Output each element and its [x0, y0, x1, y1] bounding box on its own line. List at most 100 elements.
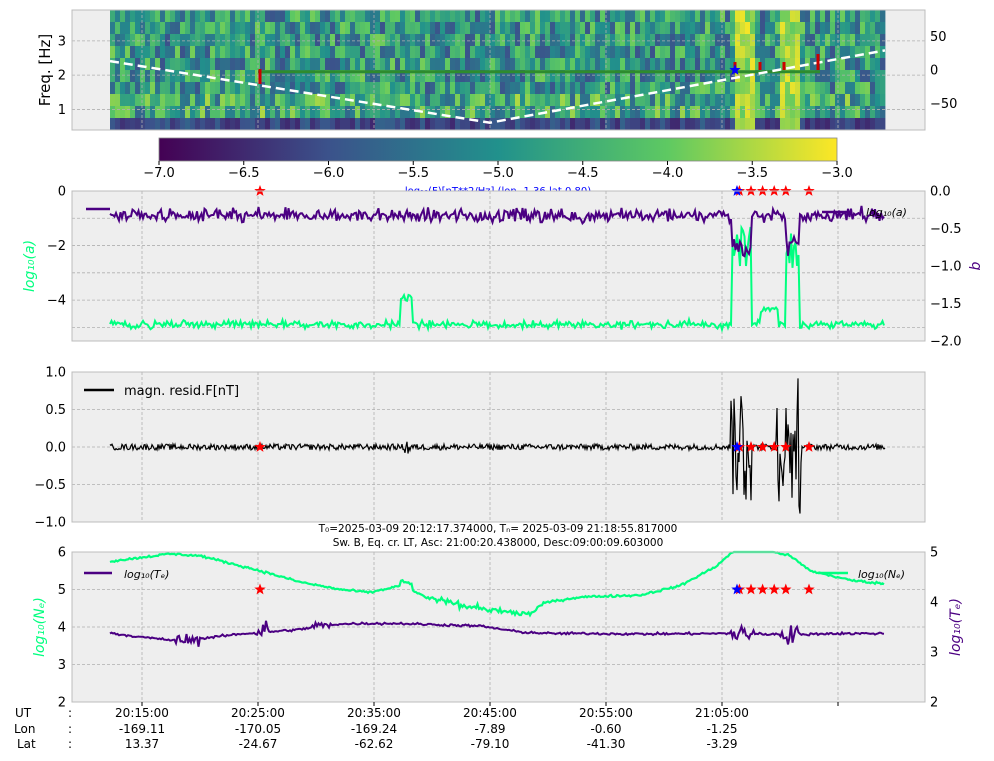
spectrogram-cell	[315, 70, 321, 82]
spectrogram-cell	[845, 118, 851, 130]
spectrogram-cell	[550, 46, 556, 58]
spectrogram-cell	[145, 58, 151, 70]
spectrogram-cell	[680, 94, 686, 106]
spectrogram-cell	[370, 58, 376, 70]
spectrogram-cell	[420, 82, 426, 94]
spectrogram-cell	[570, 70, 576, 82]
spectrogram-cell	[155, 106, 161, 118]
event-star	[756, 583, 769, 595]
spectrogram-cell	[445, 70, 451, 82]
spectrogram-cell	[505, 82, 511, 94]
spectrogram-cell	[355, 58, 361, 70]
spectrogram-cell	[820, 10, 826, 22]
spectrogram-cell	[325, 106, 331, 118]
spectrogram-cell	[435, 106, 441, 118]
spectrogram-cell	[115, 82, 121, 94]
spectrogram-cell	[185, 58, 191, 70]
spectrogram-cell	[215, 82, 221, 94]
spectrogram-cell	[510, 106, 516, 118]
spectrogram-cell	[270, 46, 276, 58]
colorbar-tick-label: −3.0	[821, 166, 853, 181]
spectrogram-cell	[555, 82, 561, 94]
spectrogram-cell	[275, 10, 281, 22]
spectrogram-cell	[515, 22, 521, 34]
parameter-right-ticks: 0.0−0.5−1.0−1.5−2.0	[930, 185, 962, 350]
spectrogram-cell	[720, 106, 726, 118]
spectrogram-cell	[185, 34, 191, 46]
spectrogram-cell	[830, 106, 836, 118]
spectrogram-cell	[730, 94, 736, 106]
spectrogram-cell	[515, 118, 521, 130]
spectrogram-cell	[115, 10, 121, 22]
spectrogram-cell	[635, 58, 641, 70]
spectrogram-cell	[380, 34, 386, 46]
spectrogram-cell	[295, 82, 301, 94]
event-star	[768, 441, 780, 452]
spectrogram-cell	[790, 46, 796, 58]
spectrogram-cell	[700, 82, 706, 94]
spectrogram-cell	[130, 94, 136, 106]
spectrogram-cell	[185, 82, 191, 94]
spectrogram-cell	[420, 46, 426, 58]
spectrogram-cell	[360, 94, 366, 106]
spectrogram-cell	[440, 70, 446, 82]
spectrogram-cell	[795, 118, 801, 130]
spectrogram-cell	[200, 82, 206, 94]
spectrogram-cell	[745, 34, 751, 46]
spectrogram-cell	[720, 70, 726, 82]
spectrogram-cell	[305, 22, 311, 34]
spectrogram-cell	[490, 22, 496, 34]
spectrogram-cell	[185, 46, 191, 58]
spectrogram-cell	[810, 70, 816, 82]
spectrogram-cell	[445, 10, 451, 22]
spectrogram-cell	[710, 22, 716, 34]
spectrogram-cell	[660, 94, 666, 106]
spectrogram-cell	[470, 106, 476, 118]
spectrogram-cell	[265, 106, 271, 118]
spectrogram-cell	[495, 10, 501, 22]
spectrogram-cell	[765, 118, 771, 130]
spectrogram-cell	[725, 118, 731, 130]
spectrogram-cell	[180, 22, 186, 34]
spectrogram-cell	[770, 82, 776, 94]
spectrogram-cell	[465, 46, 471, 58]
spectrogram-cell	[615, 58, 621, 70]
spectrogram-cell	[815, 46, 821, 58]
spectrogram-cell	[130, 118, 136, 130]
spectrogram-cell	[435, 34, 441, 46]
spectrogram-cell	[860, 106, 866, 118]
spectrogram-cell	[135, 106, 141, 118]
spectrogram-cell	[220, 34, 226, 46]
spectrogram-cell	[510, 22, 516, 34]
spectrogram-cell	[340, 10, 346, 22]
spectrogram-cell	[820, 34, 826, 46]
spectrogram-cell	[865, 34, 871, 46]
spectrogram-cell	[320, 58, 326, 70]
colorbar-tick-label: −3.5	[736, 166, 768, 181]
y-tick-label: 5	[58, 583, 66, 598]
spectrogram-cell	[560, 106, 566, 118]
spectrogram-cell	[825, 70, 831, 82]
spectrogram-cell	[505, 22, 511, 34]
spectrogram-cell	[175, 22, 181, 34]
spectrogram-cell	[555, 70, 561, 82]
spectrogram-cell	[460, 70, 466, 82]
spectrogram-cell	[540, 118, 546, 130]
spectrogram-cell	[190, 58, 196, 70]
spectrogram-cell	[725, 22, 731, 34]
spectrogram-cell	[125, 46, 131, 58]
spectrogram-cell	[225, 82, 231, 94]
spectrogram-cell	[645, 70, 651, 82]
spectrogram-cell	[735, 46, 741, 58]
spectrogram-cell	[320, 46, 326, 58]
spectrogram-overlay	[109, 49, 886, 124]
spectrogram-cell	[525, 46, 531, 58]
spectrogram-cell	[250, 106, 256, 118]
spectrogram-cell	[865, 70, 871, 82]
spectrogram-cell	[745, 82, 751, 94]
spectrogram-cell	[600, 58, 606, 70]
spectrogram-cell	[505, 118, 511, 130]
axis-cell-lat: -41.30	[587, 737, 626, 751]
spectrogram-cell	[820, 22, 826, 34]
spectrogram-cell	[265, 22, 271, 34]
